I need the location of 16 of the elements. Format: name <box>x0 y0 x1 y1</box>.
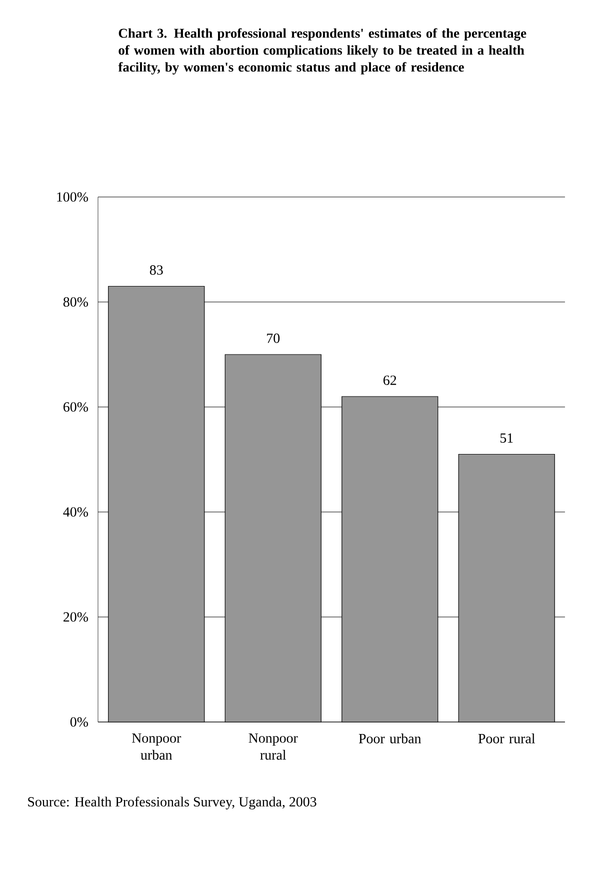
y-tick-label: 60% <box>64 402 88 412</box>
y-tick-label: 40% <box>63 507 88 517</box>
data-label: 51 <box>500 433 513 443</box>
y-tick-label: 100% <box>57 192 88 202</box>
y-tick-label: 0% <box>70 717 88 727</box>
data-label: 83 <box>150 265 163 275</box>
y-tick-label: 80% <box>63 297 88 307</box>
y-tick-label: 20% <box>64 612 88 622</box>
x-tick-label: Poor urban <box>358 734 422 744</box>
x-tick-label: Nonpoor rural <box>248 734 298 760</box>
data-label: 62 <box>383 376 396 385</box>
source-note: Source: Health Professionals Survey, Uganda, 2003 <box>28 796 316 810</box>
x-tick-label: Poor rural <box>478 734 535 744</box>
x-tick-label: Nonpoor urban <box>132 734 182 760</box>
chart-title: Chart 3. Health professional respondents' estimates of the percentage of women with abortion complications likely to be treated in a health facility, by women's economic status and place of residence <box>118 28 526 74</box>
data-label: 70 <box>267 334 280 343</box>
